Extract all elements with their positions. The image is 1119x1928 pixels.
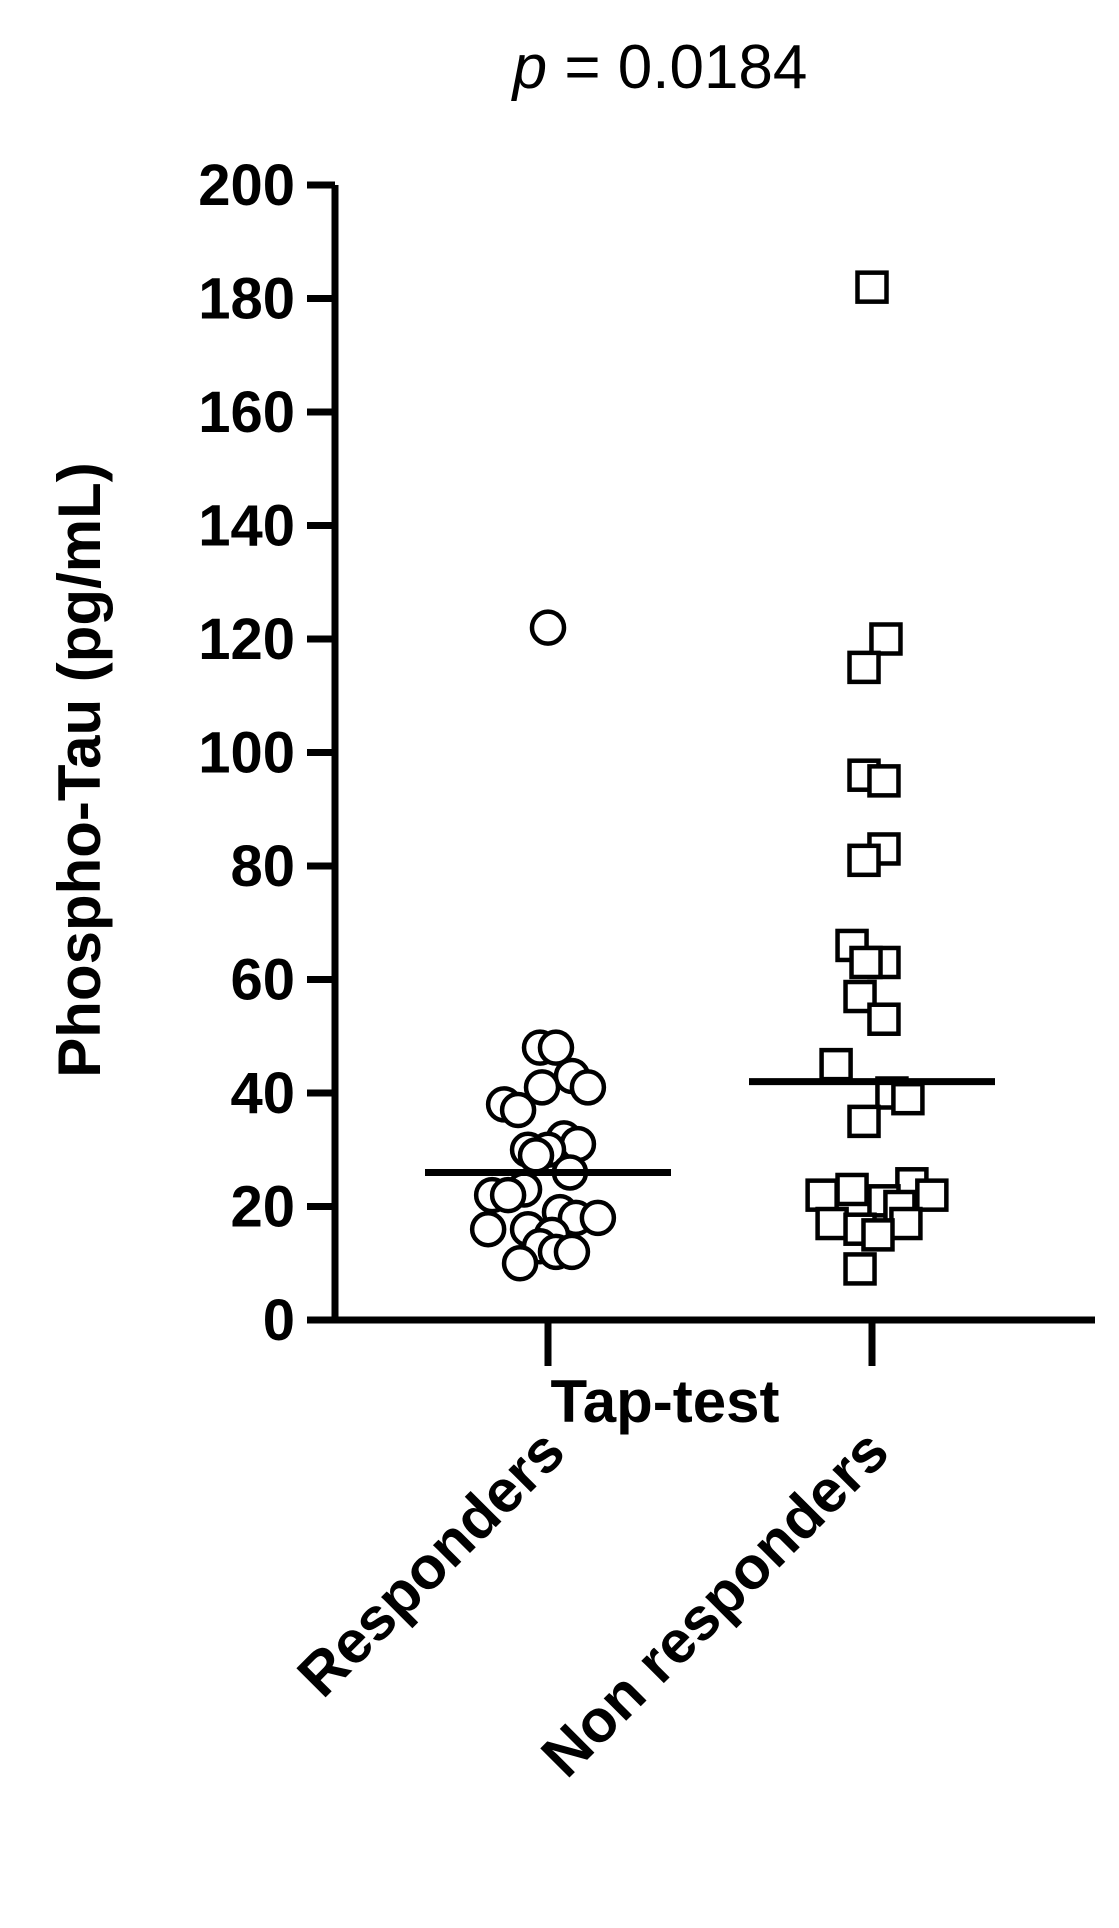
median-lines xyxy=(425,1078,995,1176)
y-axis: 0 20 40 60 80 100 120 140 160 180 200 xyxy=(198,153,339,1353)
non-responder-point xyxy=(815,1206,849,1241)
non-responder-point xyxy=(835,1172,869,1207)
non-responder-point xyxy=(843,1252,877,1286)
responder-point xyxy=(501,1245,539,1282)
responder-point xyxy=(517,1137,555,1174)
x-axis-title: Tap-test xyxy=(551,1368,780,1435)
y-tick-label: 80 xyxy=(230,834,295,899)
non-responder-point xyxy=(855,270,889,304)
p-value-annotation: p = 0.0184 xyxy=(511,33,808,102)
non-responder-point xyxy=(867,1002,901,1036)
responder-point xyxy=(537,1029,575,1066)
y-tick-label: 200 xyxy=(198,153,295,218)
category-label-responders: Responders xyxy=(285,1417,578,1710)
responder-point xyxy=(529,609,567,646)
non-responder-point xyxy=(915,1178,949,1212)
non-responder-point xyxy=(891,1081,925,1116)
non-responder-point xyxy=(819,1047,853,1082)
non-responder-point xyxy=(847,650,881,685)
responder-point xyxy=(523,1069,561,1106)
non-responder-point xyxy=(889,1206,923,1241)
non-responder-point xyxy=(869,622,903,656)
y-tick-label: 180 xyxy=(198,267,295,332)
responder-point xyxy=(569,1069,607,1106)
non-responder-point xyxy=(847,843,881,878)
responder-point xyxy=(553,1233,591,1271)
y-tick-label: 160 xyxy=(198,380,295,445)
responder-point xyxy=(579,1199,617,1237)
non-responder-point xyxy=(867,764,901,798)
y-tick-label: 0 xyxy=(263,1288,295,1353)
y-tick-label: 120 xyxy=(198,607,295,672)
data-points xyxy=(469,270,949,1286)
y-tick-label: 100 xyxy=(198,721,295,786)
y-tick-label: 60 xyxy=(230,948,295,1013)
x-axis xyxy=(331,1316,1095,1366)
y-tick-label: 140 xyxy=(198,494,295,559)
non-responder-point xyxy=(849,945,883,980)
y-tick-label: 20 xyxy=(230,1175,295,1240)
responder-point xyxy=(489,1176,527,1214)
category-label-non-responders: Non responders xyxy=(528,1417,901,1790)
responder-point xyxy=(499,1091,537,1129)
non-responder-point xyxy=(861,1218,895,1252)
p-symbol: p xyxy=(511,33,547,102)
non-responder-point xyxy=(847,1104,881,1139)
responder-point xyxy=(469,1210,507,1248)
y-axis-title: Phospho-Tau (pg/mL) xyxy=(46,462,113,1077)
non-responder-point xyxy=(805,1178,839,1212)
y-tick-label: 40 xyxy=(230,1061,295,1126)
p-value: = 0.0184 xyxy=(547,33,807,102)
